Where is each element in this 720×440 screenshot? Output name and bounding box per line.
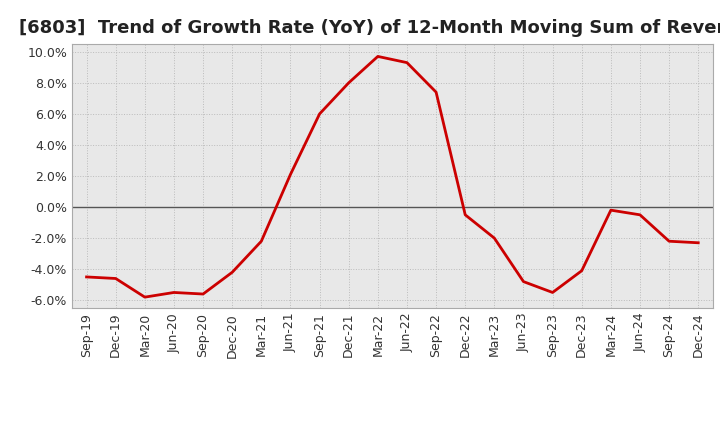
Title: [6803]  Trend of Growth Rate (YoY) of 12-Month Moving Sum of Revenues: [6803] Trend of Growth Rate (YoY) of 12-… [19,19,720,37]
